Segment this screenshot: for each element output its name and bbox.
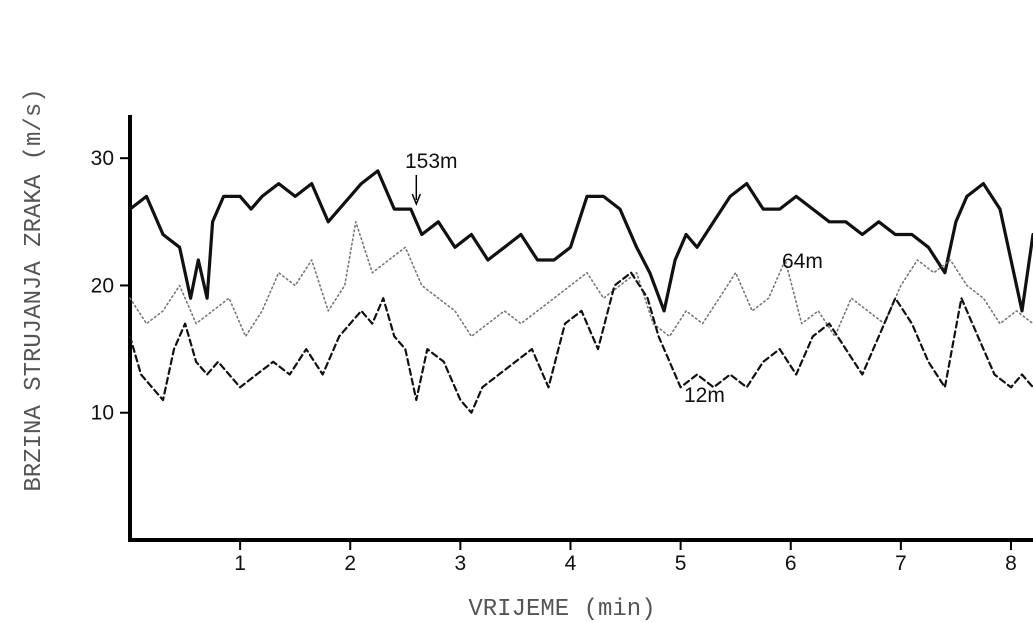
- x-axis-title: VRIJEME (min): [468, 596, 655, 623]
- x-tick-label: 1: [234, 552, 246, 575]
- chart-series: [128, 169, 1033, 414]
- chart-axes: [128, 115, 1033, 542]
- y-tick-label: 10: [91, 402, 114, 425]
- x-tick-label: 3: [455, 552, 467, 575]
- y-tick-label: 20: [91, 274, 114, 297]
- series-line-64m: [129, 221, 1033, 338]
- series-label-12m: 12m: [684, 384, 725, 407]
- x-tick-label: 5: [675, 552, 687, 575]
- x-tick-label: 2: [344, 552, 356, 575]
- x-tick-label: 8: [1005, 552, 1017, 575]
- chart-annotations: 153m 64m 12m: [405, 150, 823, 407]
- y-tick-label: 30: [91, 147, 114, 170]
- series-label-153m: 153m: [405, 150, 458, 173]
- series-label-64m: 64m: [782, 250, 823, 273]
- x-tick-label: 4: [565, 552, 577, 575]
- y-axis-title: BRZINA STRUJANJA ZRAKA (m/s): [21, 88, 48, 491]
- x-tick-label: 7: [895, 552, 907, 575]
- series-line-153m: [128, 169, 1033, 313]
- chart-ticks: 10 20 30 1 2 3 4 5 6 7 8: [91, 147, 1017, 575]
- annotation-arrowhead: [411, 193, 422, 207]
- x-tick-label: 6: [785, 552, 797, 575]
- series-line-12m: [128, 271, 1033, 414]
